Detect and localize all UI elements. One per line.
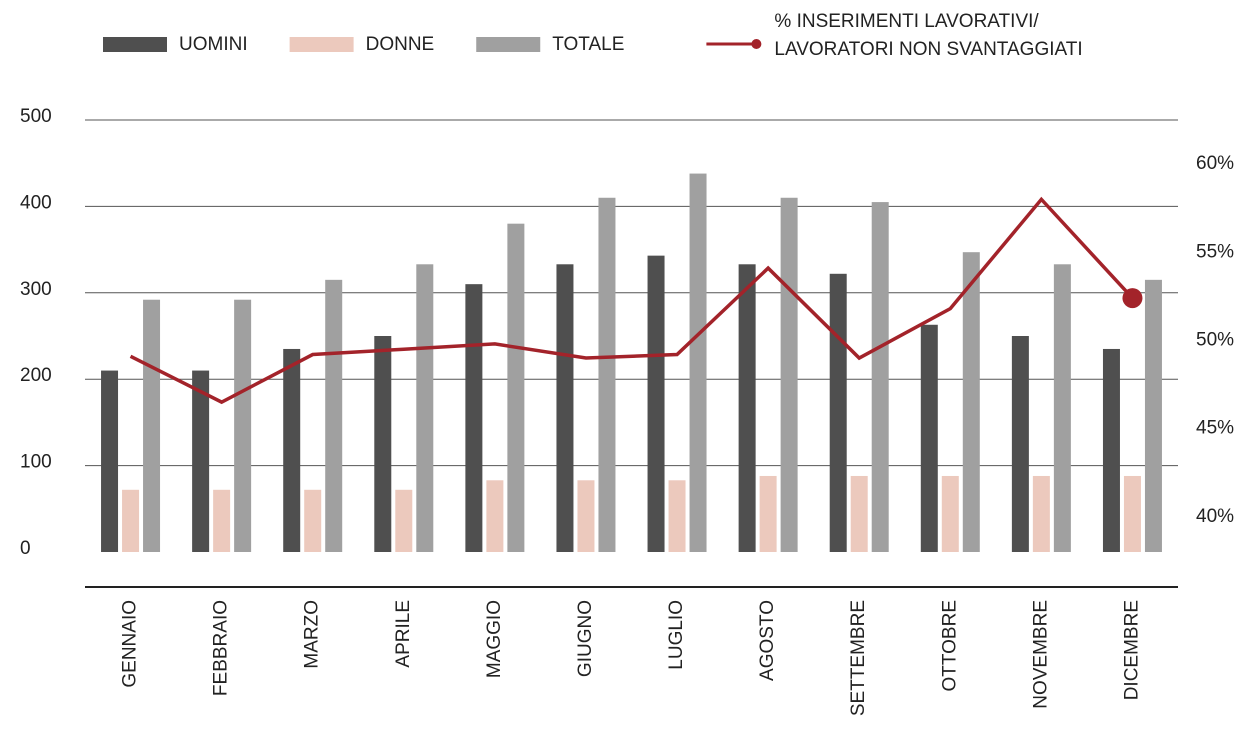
line-end-marker: [1122, 288, 1143, 309]
x-tick-label: APRILE: [393, 600, 414, 668]
legend-swatch: [289, 37, 354, 52]
x-tick-label: NOVEMBRE: [1030, 600, 1051, 709]
x-tick-label: SETTEMBRE: [848, 600, 869, 716]
bar: [325, 279, 343, 552]
x-tick-label: MARZO: [302, 600, 323, 669]
y-tick-label: 100: [20, 452, 52, 473]
bar: [689, 173, 707, 552]
bar: [416, 264, 434, 552]
bar: [668, 480, 686, 552]
bar: [192, 370, 210, 552]
x-tick-label: OTTOBRE: [939, 600, 960, 692]
line: [129, 196, 1134, 405]
bar: [486, 480, 504, 552]
y2-tick-label: 40%: [1196, 506, 1234, 527]
bar: [507, 223, 525, 552]
bar: [829, 273, 847, 552]
legend-label: % INSERIMENTI LAVORATIVI/LAVORATORI NON …: [774, 11, 1082, 60]
bar: [962, 252, 980, 552]
bar: [920, 324, 938, 552]
y2-tick-label: 55%: [1196, 241, 1234, 262]
y2-tick-label: 50%: [1196, 329, 1234, 350]
legend-label: UOMINI: [179, 34, 248, 55]
legend-label: DONNE: [366, 34, 435, 55]
x-tick-label: MAGGIO: [484, 600, 505, 678]
bar: [556, 264, 574, 552]
x-tick-label: GENNAIO: [120, 600, 141, 688]
legend-dot: [751, 39, 762, 49]
legend-swatch: [103, 37, 167, 52]
bar: [374, 336, 392, 552]
bar: [759, 475, 777, 552]
bar: [283, 348, 301, 552]
bar: [780, 197, 798, 552]
y-tick-label: 200: [20, 365, 52, 386]
y-tick-label: 300: [20, 279, 52, 300]
bar: [598, 197, 616, 552]
y-tick-label: 400: [20, 192, 52, 213]
bar: [577, 480, 595, 552]
legend-label: TOTALE: [552, 34, 624, 55]
bar: [1032, 475, 1050, 552]
x-tick-label: DICEMBRE: [1121, 600, 1142, 700]
bar: [871, 202, 889, 552]
legend-swatch: [476, 37, 541, 52]
bar: [143, 299, 161, 552]
bar: [647, 255, 665, 552]
bar: [850, 475, 868, 552]
bar: [1123, 475, 1141, 552]
x-tick-label: GIUGNO: [575, 600, 596, 677]
bar: [738, 264, 756, 552]
bar: [213, 489, 231, 552]
bar: [465, 284, 483, 552]
bar: [1053, 264, 1071, 552]
y-tick-label: 500: [20, 106, 52, 127]
bar: [941, 475, 959, 552]
x-tick-label: AGOSTO: [757, 600, 778, 681]
x-tick-label: LUGLIO: [666, 600, 687, 670]
y2-tick-label: 60%: [1196, 153, 1234, 174]
bar: [1011, 336, 1029, 552]
bar: [101, 370, 119, 552]
bar: [234, 299, 252, 552]
bar: [1102, 348, 1120, 552]
bar: [122, 489, 140, 552]
y2-tick-label: 45%: [1196, 418, 1234, 439]
bar: [395, 489, 413, 552]
bar: [1144, 279, 1162, 552]
bar: [304, 489, 322, 552]
y-tick-label: 0: [20, 538, 31, 559]
x-tick-label: FEBBRAIO: [211, 600, 232, 696]
